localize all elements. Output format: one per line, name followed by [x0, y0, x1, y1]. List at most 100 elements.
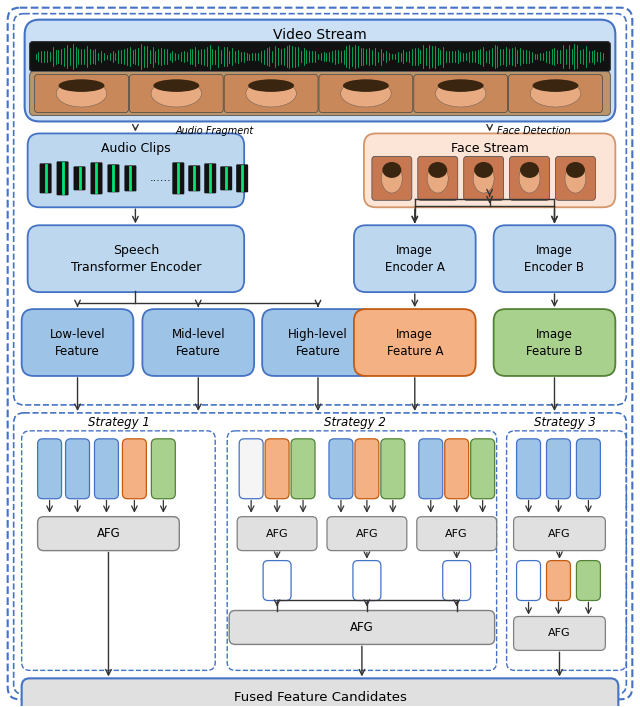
Text: AFG: AFG — [350, 621, 374, 634]
FancyBboxPatch shape — [22, 309, 133, 376]
Text: AFG: AFG — [445, 529, 468, 539]
FancyBboxPatch shape — [124, 165, 136, 192]
FancyBboxPatch shape — [229, 610, 495, 644]
FancyBboxPatch shape — [493, 309, 615, 376]
FancyBboxPatch shape — [38, 517, 179, 551]
FancyBboxPatch shape — [172, 163, 184, 194]
Text: AFG: AFG — [97, 527, 120, 540]
FancyBboxPatch shape — [40, 163, 52, 193]
FancyBboxPatch shape — [577, 439, 600, 498]
FancyBboxPatch shape — [142, 309, 254, 376]
FancyBboxPatch shape — [291, 439, 315, 498]
FancyBboxPatch shape — [262, 309, 374, 376]
FancyBboxPatch shape — [547, 561, 570, 600]
FancyBboxPatch shape — [74, 166, 86, 190]
Ellipse shape — [435, 80, 486, 107]
FancyBboxPatch shape — [90, 163, 102, 194]
Ellipse shape — [428, 164, 448, 193]
FancyBboxPatch shape — [56, 161, 68, 195]
Text: AFG: AFG — [266, 529, 289, 539]
FancyBboxPatch shape — [319, 74, 413, 112]
Ellipse shape — [532, 79, 579, 92]
Text: AFG: AFG — [548, 529, 571, 539]
FancyBboxPatch shape — [28, 226, 244, 292]
FancyBboxPatch shape — [443, 561, 470, 600]
FancyBboxPatch shape — [414, 74, 508, 112]
Ellipse shape — [566, 162, 585, 178]
FancyBboxPatch shape — [556, 156, 595, 200]
FancyBboxPatch shape — [327, 517, 407, 551]
FancyBboxPatch shape — [204, 163, 216, 193]
FancyBboxPatch shape — [547, 439, 570, 498]
FancyBboxPatch shape — [493, 226, 615, 292]
FancyBboxPatch shape — [355, 439, 379, 498]
FancyBboxPatch shape — [364, 134, 615, 207]
FancyBboxPatch shape — [513, 517, 605, 551]
Text: Audio Clips: Audio Clips — [100, 142, 170, 155]
Text: Face Stream: Face Stream — [451, 142, 529, 155]
Ellipse shape — [340, 80, 391, 107]
FancyBboxPatch shape — [445, 439, 468, 498]
FancyBboxPatch shape — [509, 156, 550, 200]
FancyBboxPatch shape — [354, 309, 476, 376]
FancyBboxPatch shape — [108, 164, 120, 192]
Ellipse shape — [428, 162, 447, 178]
Text: Strategy 1: Strategy 1 — [88, 416, 149, 429]
Text: Image
Encoder B: Image Encoder B — [525, 244, 584, 274]
Ellipse shape — [473, 164, 494, 193]
Text: Fused Feature Candidates: Fused Feature Candidates — [234, 691, 406, 704]
Ellipse shape — [56, 80, 107, 107]
Ellipse shape — [343, 79, 389, 92]
Text: Low-level
Feature: Low-level Feature — [50, 327, 106, 358]
FancyBboxPatch shape — [381, 439, 405, 498]
FancyBboxPatch shape — [464, 156, 504, 200]
Text: Image
Encoder A: Image Encoder A — [385, 244, 445, 274]
Ellipse shape — [59, 79, 104, 92]
Ellipse shape — [246, 80, 296, 107]
Ellipse shape — [474, 162, 493, 178]
FancyBboxPatch shape — [35, 74, 129, 112]
FancyBboxPatch shape — [220, 166, 232, 190]
FancyBboxPatch shape — [152, 439, 175, 498]
FancyBboxPatch shape — [29, 71, 611, 115]
FancyBboxPatch shape — [516, 561, 541, 600]
FancyBboxPatch shape — [65, 439, 90, 498]
Text: Speech
Transformer Encoder: Speech Transformer Encoder — [70, 244, 201, 274]
FancyBboxPatch shape — [237, 517, 317, 551]
Text: Image
Feature A: Image Feature A — [387, 327, 443, 358]
FancyBboxPatch shape — [265, 439, 289, 498]
Ellipse shape — [438, 79, 484, 92]
FancyBboxPatch shape — [417, 517, 497, 551]
FancyBboxPatch shape — [28, 134, 244, 207]
Text: High-level
Feature: High-level Feature — [288, 327, 348, 358]
FancyBboxPatch shape — [122, 439, 147, 498]
FancyBboxPatch shape — [25, 20, 615, 122]
Text: Strategy 2: Strategy 2 — [324, 416, 386, 429]
Ellipse shape — [565, 164, 586, 193]
Ellipse shape — [519, 164, 540, 193]
FancyBboxPatch shape — [419, 439, 443, 498]
FancyBboxPatch shape — [509, 74, 602, 112]
FancyBboxPatch shape — [29, 42, 611, 71]
Ellipse shape — [520, 162, 539, 178]
FancyBboxPatch shape — [239, 439, 263, 498]
Text: AFG: AFG — [548, 629, 571, 638]
Text: Mid-level
Feature: Mid-level Feature — [172, 327, 225, 358]
Text: Face Detection: Face Detection — [497, 127, 570, 136]
FancyBboxPatch shape — [22, 678, 618, 707]
Ellipse shape — [248, 79, 294, 92]
FancyBboxPatch shape — [236, 164, 248, 192]
FancyBboxPatch shape — [188, 165, 200, 192]
FancyBboxPatch shape — [516, 439, 541, 498]
FancyBboxPatch shape — [224, 74, 318, 112]
FancyBboxPatch shape — [38, 439, 61, 498]
FancyBboxPatch shape — [329, 439, 353, 498]
FancyBboxPatch shape — [129, 74, 223, 112]
Ellipse shape — [151, 80, 202, 107]
FancyBboxPatch shape — [353, 561, 381, 600]
FancyBboxPatch shape — [263, 561, 291, 600]
Text: Video Stream: Video Stream — [273, 28, 367, 42]
Text: ......: ...... — [150, 173, 172, 183]
FancyBboxPatch shape — [577, 561, 600, 600]
Text: Strategy 3: Strategy 3 — [534, 416, 595, 429]
